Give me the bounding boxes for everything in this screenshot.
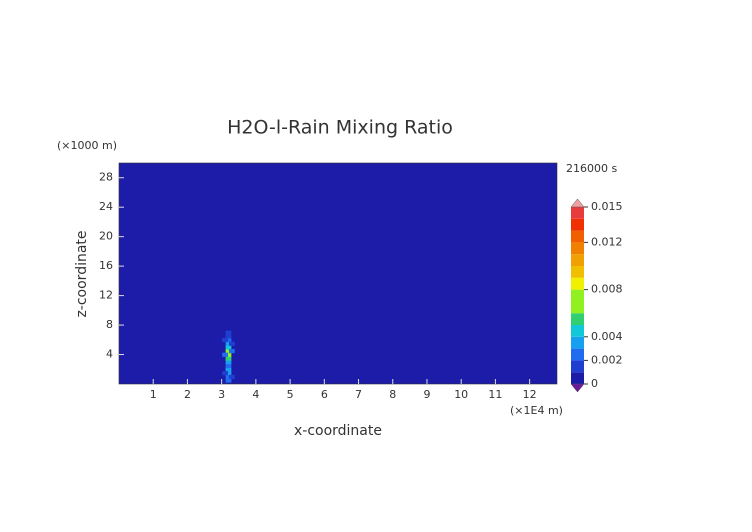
x-tick-label: 9 [423,388,430,401]
x-axis-label: x-coordinate [294,423,382,439]
plot-background [119,163,557,384]
colorbar-band [571,230,584,243]
y-tick-label: 8 [106,318,113,331]
colorbar-band [571,242,584,255]
cell [225,360,232,365]
colorbar-tick-label: 0 [591,377,598,390]
cell [225,345,232,350]
x-tick-label: 3 [218,388,225,401]
x-tick-label: 10 [454,388,468,401]
cell [225,349,232,354]
y-tick-label: 12 [99,289,113,302]
y-axis-label: z-coordinate [74,230,90,317]
x-tick-label: 1 [150,388,157,401]
colorbar-band [571,360,584,373]
cell [225,334,232,339]
colorbar-under [570,383,585,393]
colorbar-band [571,313,584,325]
colorbar-band [571,207,584,219]
cell [225,356,232,361]
cell [222,352,228,357]
colorbar-band [571,266,584,278]
x-tick-label: 8 [389,388,396,401]
cell [225,330,232,335]
colorbar-over [570,198,585,208]
y-tick-label: 24 [99,200,113,213]
cell [229,341,235,346]
cell [225,378,232,383]
colorbar-tick-label: 0.012 [591,235,623,248]
cell [222,371,228,376]
cell [229,349,235,354]
colorbar-band [571,372,584,384]
y-tick-label: 4 [106,348,113,361]
plot-frame [118,162,558,385]
x-tick-label: 12 [523,388,537,401]
colorbar-band [571,218,584,231]
time-label: 216000 s [566,162,617,175]
colorbar-band [571,254,584,266]
x-tick-label: 4 [252,388,259,401]
y-tick-label: 16 [99,259,113,272]
colorbar-band [571,348,584,361]
cell [222,337,228,343]
colorbar-tick-label: 0.008 [591,283,623,296]
cell [225,374,232,379]
x-tick-label: 6 [321,388,328,401]
cell [229,374,235,379]
cell [225,352,232,357]
colorbar-tick-label: 0.015 [591,200,623,213]
colorbar-tick-label: 0.002 [591,353,623,366]
colorbar-band [571,336,584,349]
x-tick-label: 11 [488,388,502,401]
y-tick-label: 28 [99,171,113,184]
colorbar-tick-label: 0.004 [591,330,623,343]
chart-title: H2O-l-Rain Mixing Ratio [227,117,453,139]
cell [225,363,232,368]
x-unit: (×1E4 m) [510,404,563,417]
x-tick-label: 2 [184,388,191,401]
cell [225,367,232,372]
y-tick-label: 20 [99,230,113,243]
x-tick-label: 7 [355,388,362,401]
cell [225,341,232,346]
cell [225,371,232,376]
x-tick-label: 5 [287,388,294,401]
cell [225,337,232,343]
y-unit: (×1000 m) [57,139,117,152]
colorbar-band [571,325,584,337]
colorbar-band [571,289,584,314]
colorbar-band [571,277,584,290]
